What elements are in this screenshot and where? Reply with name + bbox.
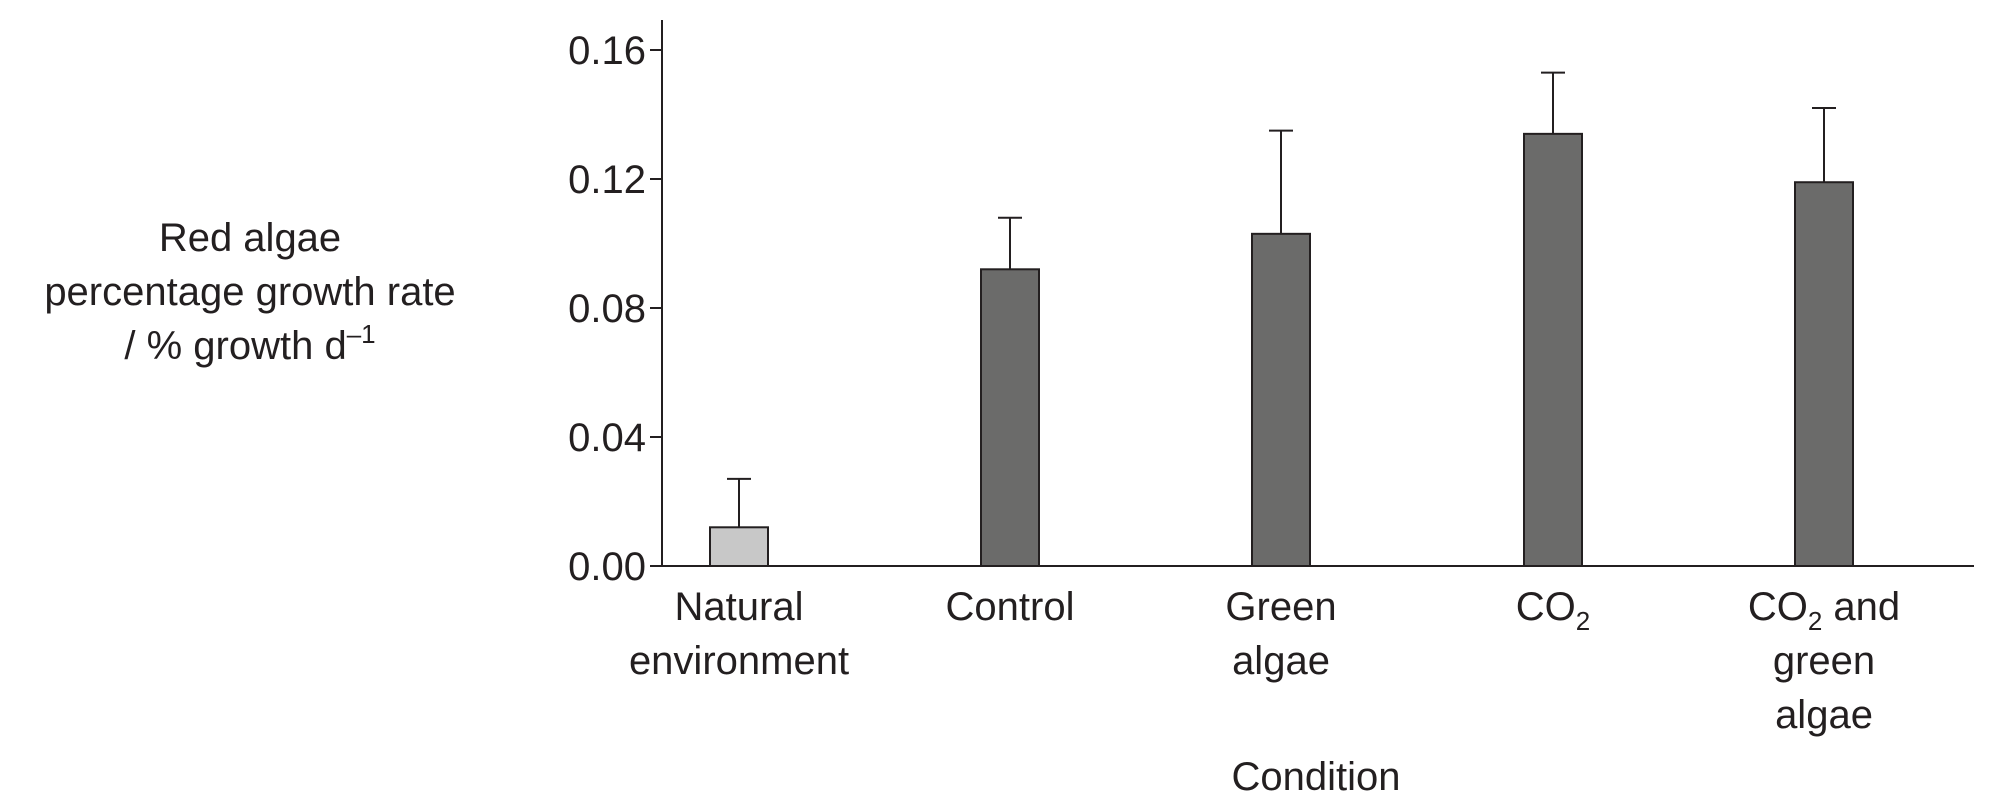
bar <box>1794 181 1854 567</box>
x-tick-label: algae <box>1775 693 1873 737</box>
x-axis-title: Condition <box>1231 755 1400 799</box>
y-axis-label: / % growth d–1 <box>124 319 375 368</box>
x-tick-label: environment <box>629 639 849 683</box>
x-tick-label: Green <box>1225 585 1336 629</box>
y-tick-label: 0.04 <box>568 416 646 460</box>
bar <box>709 526 769 567</box>
bar <box>980 268 1040 567</box>
x-tick-label: algae <box>1232 639 1330 683</box>
y-tick-label: 0.12 <box>568 158 646 202</box>
bar <box>1523 132 1583 567</box>
y-tick-label: 0.08 <box>568 287 646 331</box>
x-tick-label: CO2 <box>1516 585 1590 636</box>
y-axis-label: Red algae <box>159 216 341 260</box>
x-tick-label: Natural <box>675 585 804 629</box>
bar <box>1251 232 1311 567</box>
y-axis-label: percentage growth rate <box>44 270 455 314</box>
x-tick-label: Control <box>946 585 1075 629</box>
x-tick-label: CO2 and <box>1748 585 1900 636</box>
y-tick-label: 0.00 <box>568 545 646 589</box>
x-tick-label: green <box>1773 639 1875 683</box>
y-tick-label: 0.16 <box>568 29 646 73</box>
